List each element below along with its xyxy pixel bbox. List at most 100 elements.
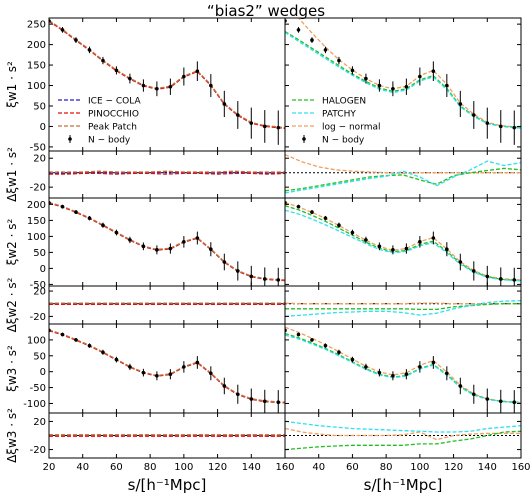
nbody-point xyxy=(377,244,382,249)
nbody-point xyxy=(391,248,395,252)
nbody-point xyxy=(128,365,132,369)
x-tick-label: 160 xyxy=(275,462,294,473)
series-line-halogen xyxy=(285,30,521,129)
nbody-point xyxy=(168,372,173,377)
nbody-point xyxy=(458,102,463,106)
legend-label: N − body xyxy=(88,136,131,146)
series-line-halogen xyxy=(285,167,521,192)
series-line-patchy xyxy=(285,420,521,433)
panel-frame xyxy=(284,197,522,287)
nbody-point xyxy=(350,357,355,362)
series-line-ice-cola xyxy=(49,20,285,129)
y-tick-label: 150 xyxy=(27,61,46,72)
y-axis-label: Δξw2 · s² xyxy=(5,277,19,332)
nbody-point xyxy=(296,204,301,209)
series-line-log-normal xyxy=(285,302,521,305)
nbody-point xyxy=(472,113,476,117)
nbody-point xyxy=(155,248,159,252)
y-tick-label: 0 xyxy=(40,264,46,275)
x-tick-label: 80 xyxy=(144,462,157,473)
series-line-peak-patch xyxy=(49,170,285,173)
nbody-point xyxy=(249,274,254,279)
nbody-point xyxy=(222,102,227,106)
y-tick-label: 250 xyxy=(27,20,46,31)
nbody-point xyxy=(364,76,368,81)
nbody-point xyxy=(87,216,92,220)
nbody-point xyxy=(323,343,328,348)
nbody-point xyxy=(262,399,267,404)
y-tick-label: -100 xyxy=(23,399,46,410)
x-tick-label: 100 xyxy=(410,462,429,473)
panel-frame xyxy=(48,323,286,414)
series-line-log-normal xyxy=(285,326,521,404)
nbody-point xyxy=(337,350,341,355)
nbody-point xyxy=(445,247,449,251)
legend-label: log − normal xyxy=(322,123,381,133)
y-tick-label: 20 xyxy=(33,417,46,428)
nbody-point xyxy=(262,277,267,281)
nbody-point xyxy=(222,260,227,264)
y-tick-label: -50 xyxy=(30,383,46,394)
nbody-point xyxy=(458,384,463,388)
nbody-point xyxy=(418,365,422,369)
series-line-halogen xyxy=(285,205,521,282)
nbody-point xyxy=(364,365,368,369)
nbody-point xyxy=(276,278,281,282)
nbody-point xyxy=(350,230,355,235)
legend-marker xyxy=(302,137,306,141)
series-line-pinocchio xyxy=(49,172,285,175)
legend-label: HALOGEN xyxy=(322,97,366,107)
series-line-patchy xyxy=(285,160,521,194)
y-axis-label: Δξw1 · s² xyxy=(5,147,19,202)
x-tick-label: 120 xyxy=(208,462,227,473)
x-tick-label: 80 xyxy=(380,462,393,473)
nbody-point xyxy=(222,384,227,388)
panel-frame xyxy=(48,150,286,199)
nbody-point xyxy=(296,332,301,337)
nbody-point xyxy=(323,216,328,220)
panel-frame xyxy=(284,323,522,414)
nbody-point xyxy=(182,365,186,369)
y-axis-label: Δξw3 · s² xyxy=(5,408,19,463)
legend-label: PATCHY xyxy=(322,110,356,120)
nbody-point xyxy=(141,83,146,88)
y-tick-label: 100 xyxy=(27,335,46,346)
nbody-point xyxy=(445,371,449,376)
x-tick-label: 40 xyxy=(76,462,89,473)
x-tick-label: 140 xyxy=(478,462,497,473)
legend-label: ICE − COLA xyxy=(88,97,141,107)
y-axis-label: ξw3 · s² xyxy=(5,345,19,392)
nbody-point xyxy=(323,48,328,52)
y-tick-label: 150 xyxy=(27,216,46,227)
y-tick-label: 100 xyxy=(27,81,46,92)
y-axis-label: ξw2 · s² xyxy=(5,218,19,265)
series-line-peak-patch xyxy=(49,201,285,281)
nbody-point xyxy=(310,210,314,214)
series-line-patchy xyxy=(285,209,521,282)
nbody-point xyxy=(60,204,65,209)
series-line-log-normal xyxy=(285,427,521,441)
nbody-point xyxy=(74,338,78,342)
nbody-point xyxy=(74,210,78,214)
nbody-point xyxy=(458,260,463,264)
x-tick-label: 40 xyxy=(312,462,325,473)
y-tick-label: 20 xyxy=(33,154,46,165)
nbody-point xyxy=(236,392,240,397)
series-line-pinocchio xyxy=(49,330,285,404)
x-tick-label: 20 xyxy=(43,462,56,473)
panel-frame xyxy=(48,197,286,287)
nbody-point xyxy=(404,246,409,251)
y-tick-label: -20 xyxy=(30,312,46,323)
nbody-point xyxy=(60,28,65,32)
nbody-point xyxy=(101,223,105,227)
nbody-point xyxy=(498,124,503,129)
nbody-point xyxy=(155,374,159,378)
nbody-point xyxy=(498,399,503,404)
nbody-point xyxy=(276,400,281,404)
y-tick-label: -20 xyxy=(30,183,46,194)
y-tick-label: 200 xyxy=(27,200,46,211)
figure-title: “bias2” wedges xyxy=(206,2,326,20)
nbody-point xyxy=(262,124,267,129)
series-line-ice-cola xyxy=(49,329,285,404)
